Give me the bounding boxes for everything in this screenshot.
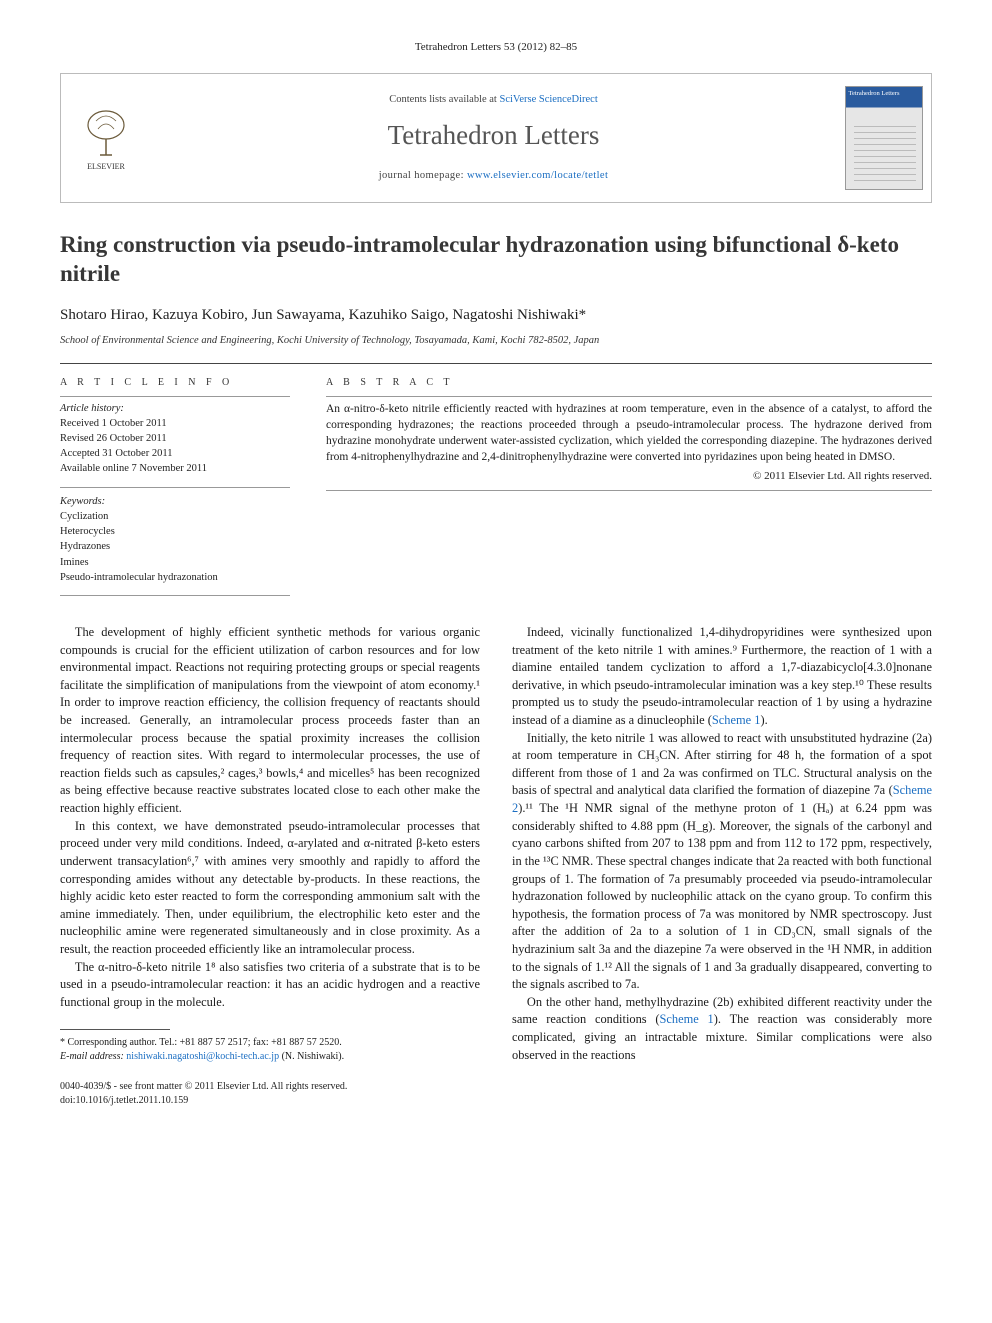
- authors-line: Shotaro Hirao, Kazuya Kobiro, Jun Sawaya…: [60, 305, 932, 326]
- corresponding-email-link[interactable]: nishiwaki.nagatoshi@kochi-tech.ac.jp: [126, 1051, 279, 1062]
- journal-title: Tetrahedron Letters: [388, 117, 600, 155]
- history-revised: Revised 26 October 2011: [60, 431, 290, 446]
- masthead: ELSEVIER Contents lists available at Sci…: [60, 73, 932, 203]
- history-accepted: Accepted 31 October 2011: [60, 446, 290, 461]
- body-para: In this context, we have demonstrated ps…: [60, 818, 480, 959]
- cover-thumbnail-box: [836, 74, 931, 202]
- body-para: Indeed, vicinally functionalized 1,4-dih…: [512, 624, 932, 730]
- keywords-label: Keywords:: [60, 494, 290, 509]
- body-text: The development of highly efficient synt…: [60, 624, 932, 1108]
- keyword: Heterocycles: [60, 524, 290, 539]
- elsevier-wordmark: ELSEVIER: [87, 162, 125, 171]
- keyword: Imines: [60, 555, 290, 570]
- abstract-heading: A B S T R A C T: [326, 376, 932, 390]
- history-label: Article history:: [60, 401, 290, 416]
- affiliation: School of Environmental Science and Engi…: [60, 334, 932, 349]
- info-rule-2: [60, 487, 290, 488]
- contents-available: Contents lists available at SciVerse Sci…: [389, 93, 597, 108]
- keyword: Cyclization: [60, 509, 290, 524]
- body-para: The development of highly efficient synt…: [60, 624, 480, 818]
- sciencedirect-link[interactable]: SciVerse ScienceDirect: [499, 94, 597, 105]
- history-online: Available online 7 November 2011: [60, 461, 290, 476]
- abstract-text: An α-nitro-δ-keto nitrile efficiently re…: [326, 401, 932, 465]
- article-info-column: A R T I C L E I N F O Article history: R…: [60, 370, 290, 585]
- keyword: Hydrazones: [60, 539, 290, 554]
- info-bottom-rule: [60, 595, 290, 596]
- journal-homepage-link[interactable]: www.elsevier.com/locate/tetlet: [467, 170, 608, 181]
- scheme-link[interactable]: Scheme 1: [660, 1012, 714, 1026]
- abstract-rule: [326, 396, 932, 397]
- abstract-copyright: © 2011 Elsevier Ltd. All rights reserved…: [326, 469, 932, 484]
- corresponding-footnote: * Corresponding author. Tel.: +81 887 57…: [60, 1036, 480, 1064]
- history-received: Received 1 October 2011: [60, 416, 290, 431]
- doi-block: 0040-4039/$ - see front matter © 2011 El…: [60, 1080, 480, 1108]
- abstract-column: A B S T R A C T An α-nitro-δ-keto nitril…: [326, 370, 932, 585]
- corresponding-mark: *: [579, 307, 587, 323]
- body-para: The α-nitro-δ-keto nitrile 1⁸ also satis…: [60, 959, 480, 1012]
- body-para: Initially, the keto nitrile 1 was allowe…: [512, 730, 932, 994]
- elsevier-tree-icon: ELSEVIER: [76, 103, 136, 173]
- publisher-logo-box: ELSEVIER: [61, 74, 151, 202]
- journal-homepage: journal homepage: www.elsevier.com/locat…: [379, 169, 609, 184]
- abstract-bottom-rule: [326, 490, 932, 491]
- info-rule-1: [60, 396, 290, 397]
- journal-cover-icon: [845, 86, 923, 190]
- scheme-link[interactable]: Scheme 1: [712, 713, 761, 727]
- article-info-heading: A R T I C L E I N F O: [60, 376, 290, 390]
- footnote-separator: [60, 1029, 170, 1030]
- rule-top: [60, 363, 932, 364]
- body-para: On the other hand, methylhydrazine (2b) …: [512, 994, 932, 1064]
- article-title: Ring construction via pseudo-intramolecu…: [60, 231, 932, 289]
- running-header: Tetrahedron Letters 53 (2012) 82–85: [60, 40, 932, 55]
- keyword: Pseudo-intramolecular hydrazonation: [60, 570, 290, 585]
